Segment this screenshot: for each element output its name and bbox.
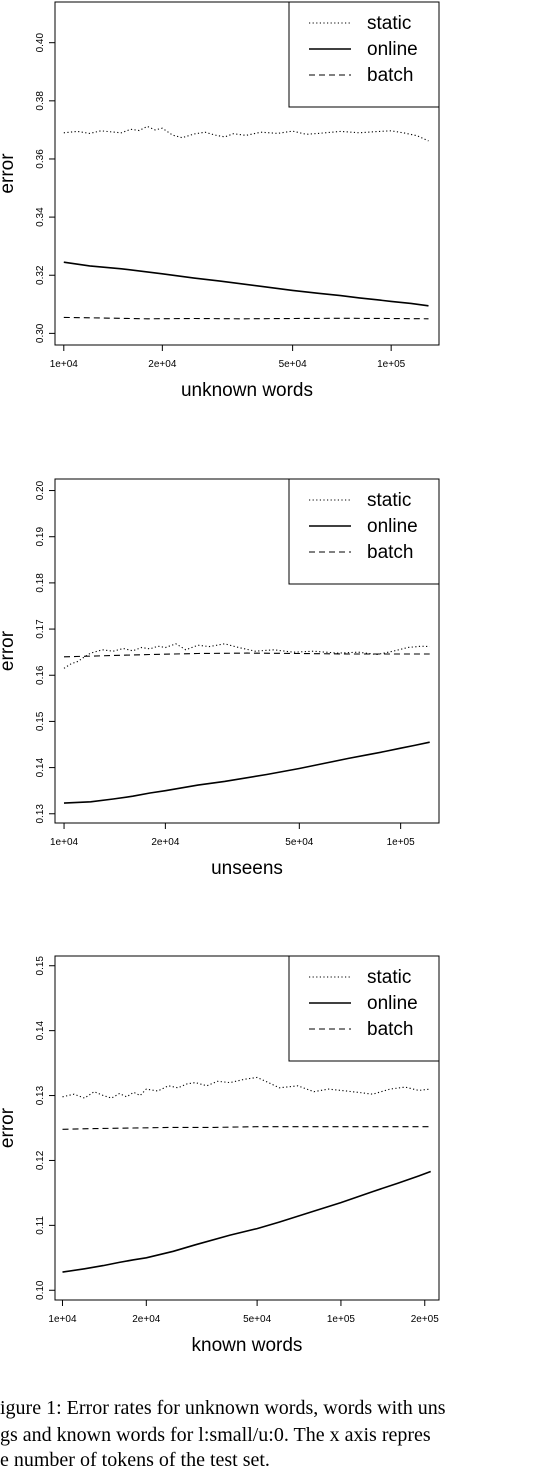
legend-label-online: online [367,39,418,60]
x-tick-label: 1e+05 [387,837,416,848]
y-tick-label: 0.20 [35,480,46,500]
x-axis-title: unknown words [181,380,313,401]
y-tick-label: 0.10 [35,1280,46,1300]
y-tick-label: 0.11 [35,1216,46,1235]
x-tick-label: 2e+04 [132,1314,161,1325]
plot-frame [54,1,440,346]
y-tick-label: 0.14 [35,757,46,777]
y-tick-label: 0.18 [35,573,46,593]
y-tick-label: 0.15 [35,956,46,976]
chart-known-words: 1e+04 2e+04 5e+04 1e+05 2e+05 0.10 0.11 0.12 0.1… [0,955,440,1356]
series-line-static [62,1076,431,1099]
caption-line-1: igure 1: Error rates for unknown words, … [0,1397,446,1419]
legend-label-static: static [367,13,411,34]
x-tick-label: 2e+05 [411,1314,440,1325]
x-axis-title: unseens [211,858,283,879]
plot-frame [54,955,440,1301]
plot-frame [54,478,440,824]
series-line-online [63,261,429,307]
chart-unseens: 1e+04 2e+04 5e+04 1e+05 0.13 0.14 0.15 0.16 0.17… [0,478,440,879]
x-axis-title: known words [192,1335,303,1356]
chart-unknown-words: 1e+04 2e+04 5e+04 1e+05 0.30 0.32 0.34 0.36 0.38… [0,1,440,401]
series-line-static [63,125,429,142]
y-tick-label: 0.13 [35,1085,46,1105]
legend-label-batch: batch [367,1019,413,1040]
y-axis-title: error [0,1107,18,1148]
y-tick-label: 0.32 [35,265,46,285]
series-line-batch [63,652,430,658]
legend-label-static: static [367,967,411,988]
y-tick-label: 0.15 [35,711,46,731]
legend-label-static: static [367,490,411,511]
legend: static online batch [288,478,440,585]
legend-label-online: online [367,516,418,537]
series-line-batch [62,1126,431,1130]
y-tick-label: 0.13 [35,804,46,824]
y-tick-label: 0.17 [35,619,46,639]
legend-label-online: online [367,993,418,1014]
x-tick-label: 1e+04 [50,359,79,370]
x-tick-label: 1e+05 [327,1314,356,1325]
x-tick-label: 5e+04 [279,359,308,370]
x-tick-label: 1e+05 [377,359,406,370]
x-tick-label: 2e+04 [151,837,180,848]
caption-line-2: gs and known words for l:small/u:0. The … [0,1424,431,1446]
y-tick-label: 0.36 [35,149,46,169]
series-line-batch [63,316,429,320]
y-tick-label: 0.14 [35,1020,46,1040]
y-axis-title: error [0,153,18,194]
y-tick-label: 0.38 [35,91,46,111]
y-tick-label: 0.40 [35,33,46,53]
x-tick-label: 2e+04 [148,359,177,370]
legend-box [288,478,440,585]
figure-caption: igure 1: Error rates for unknown words, … [0,1397,446,1466]
y-tick-label: 0.16 [35,665,46,685]
x-tick-label: 1e+04 [50,837,79,848]
y-tick-label: 0.30 [35,323,46,343]
legend: static online batch [288,955,440,1062]
x-tick-label: 5e+04 [285,837,314,848]
caption-line-3: e number of tokens of the test set. [0,1449,270,1466]
legend-label-batch: batch [367,65,413,86]
y-tick-label: 0.34 [35,207,46,227]
x-tick-label: 5e+04 [243,1314,272,1325]
legend-box [288,1,440,108]
y-tick-label: 0.12 [35,1150,46,1170]
y-tick-label: 0.19 [35,527,46,547]
legend-box [288,955,440,1062]
y-axis-title: error [0,630,18,671]
legend: static online batch [288,1,440,108]
series-line-static [63,643,430,669]
legend-label-batch: batch [367,542,413,563]
x-tick-label: 1e+04 [48,1314,77,1325]
series-line-online [63,741,430,804]
series-line-online [62,1170,431,1273]
